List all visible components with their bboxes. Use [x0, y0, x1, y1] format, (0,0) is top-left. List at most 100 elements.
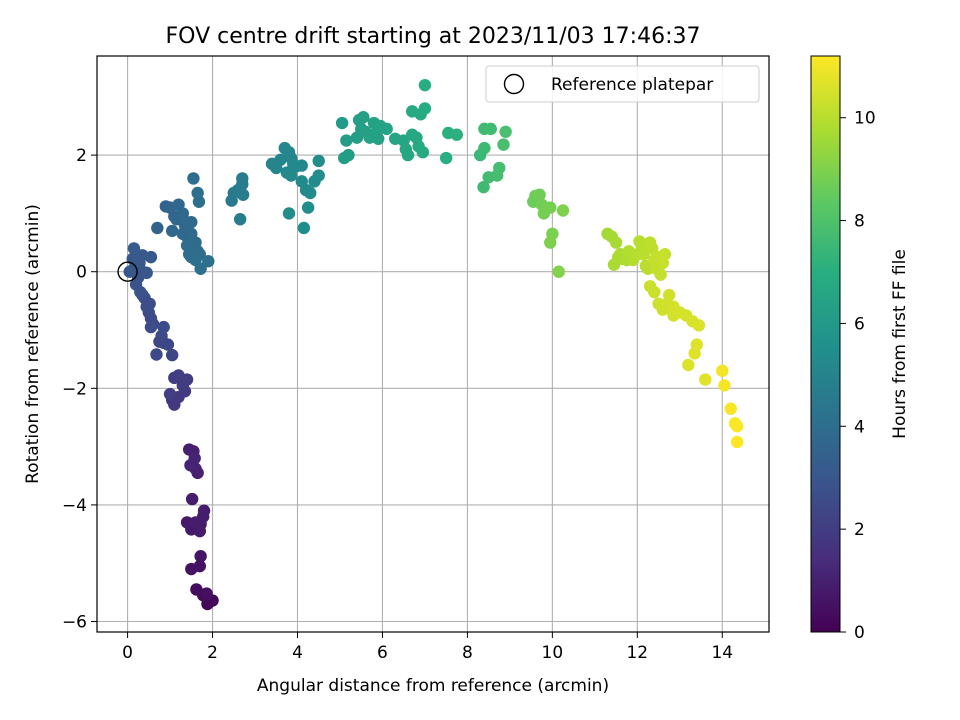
data-point [185, 215, 198, 229]
data-point [418, 102, 432, 115]
data-point [193, 559, 206, 573]
data-point [338, 151, 351, 165]
data-point [192, 195, 206, 208]
grid-lines [97, 56, 769, 632]
data-point [645, 242, 659, 255]
data-point [127, 242, 141, 255]
data-point [718, 379, 731, 392]
data-point [197, 504, 211, 517]
y-tick-label: −2 [62, 379, 87, 399]
data-point [297, 221, 311, 235]
colorbar-tick-label: 4 [854, 417, 865, 437]
data-point [497, 138, 510, 151]
x-tick-label: 0 [122, 643, 133, 663]
data-point [730, 420, 744, 433]
data-point [478, 141, 491, 155]
data-point [641, 262, 655, 275]
data-point [648, 285, 661, 299]
data-point [123, 265, 136, 278]
data-point [418, 78, 432, 92]
data-point [150, 348, 163, 361]
chart-title: FOV centre drift starting at 2023/11/03 … [166, 24, 701, 49]
data-point [185, 492, 199, 506]
data-point [140, 266, 153, 280]
data-point [189, 516, 202, 529]
data-point [236, 172, 249, 185]
data-point [194, 550, 207, 563]
data-point [416, 145, 430, 159]
data-points [123, 78, 744, 611]
data-point [484, 122, 497, 136]
data-point [194, 262, 207, 275]
data-point [439, 151, 453, 165]
data-point [165, 224, 179, 238]
plot-frame [96, 55, 770, 633]
legend: Reference platepar [485, 65, 760, 103]
x-tick-label: 8 [462, 643, 473, 663]
colorbar-label: Hours from first FF file [890, 249, 910, 439]
data-point [690, 338, 703, 351]
colorbar-gradient [810, 55, 841, 633]
data-point [274, 153, 287, 166]
y-tick-label: −6 [62, 613, 87, 633]
data-point [450, 128, 463, 141]
colorbar-tick-label: 8 [854, 212, 865, 232]
x-axis-ticks: 0 2 4 6 8 10 12 14 [122, 632, 733, 663]
data-point [730, 435, 744, 449]
data-point [163, 387, 177, 401]
legend-reference-marker [503, 73, 525, 95]
colorbar-ticks: 0 2 4 6 8 10 [840, 109, 876, 643]
data-point [340, 134, 353, 147]
colorbar-tick-label: 0 [854, 623, 865, 643]
data-point [161, 338, 175, 351]
x-tick-label: 2 [207, 643, 218, 663]
data-point [236, 188, 250, 201]
data-point [312, 169, 325, 182]
data-point [499, 125, 512, 138]
data-point [168, 371, 181, 385]
data-point [609, 236, 623, 249]
y-axis-label: Rotation from reference (arcmin) [23, 204, 43, 484]
y-tick-label: 2 [76, 146, 87, 166]
data-point [165, 348, 179, 362]
colorbar: 0 2 4 6 8 10 Hours from first FF file [810, 55, 910, 643]
data-point [654, 268, 667, 281]
data-point [724, 402, 737, 415]
data-point [187, 172, 200, 185]
data-point [335, 116, 349, 130]
data-point [699, 373, 712, 386]
y-tick-label: 0 [76, 263, 87, 283]
data-point [202, 255, 215, 268]
data-point [295, 159, 308, 172]
legend-box [485, 65, 760, 103]
data-point [357, 111, 370, 124]
x-tick-label: 4 [292, 643, 303, 663]
data-point [372, 132, 385, 145]
data-point [544, 201, 557, 214]
colorbar-tick-label: 2 [854, 520, 865, 540]
data-point [662, 288, 676, 302]
data-point [544, 236, 557, 249]
colorbar-tick-label: 6 [854, 314, 865, 334]
data-point [304, 186, 317, 200]
data-point [157, 320, 170, 334]
data-point [682, 358, 695, 372]
data-point [176, 227, 190, 241]
data-point [144, 320, 158, 334]
data-point [493, 161, 506, 175]
x-tick-label: 12 [626, 643, 648, 663]
data-point [282, 207, 296, 220]
data-point [658, 248, 672, 261]
x-tick-label: 6 [377, 643, 388, 663]
data-point [144, 250, 158, 264]
reference-marker [117, 261, 138, 282]
data-point [380, 122, 393, 136]
x-tick-label: 14 [711, 643, 733, 663]
data-point [182, 248, 196, 261]
data-point [552, 265, 565, 278]
data-point [134, 285, 147, 299]
colorbar-tick-label: 10 [854, 109, 876, 129]
data-point [190, 583, 203, 596]
data-point [477, 180, 490, 194]
